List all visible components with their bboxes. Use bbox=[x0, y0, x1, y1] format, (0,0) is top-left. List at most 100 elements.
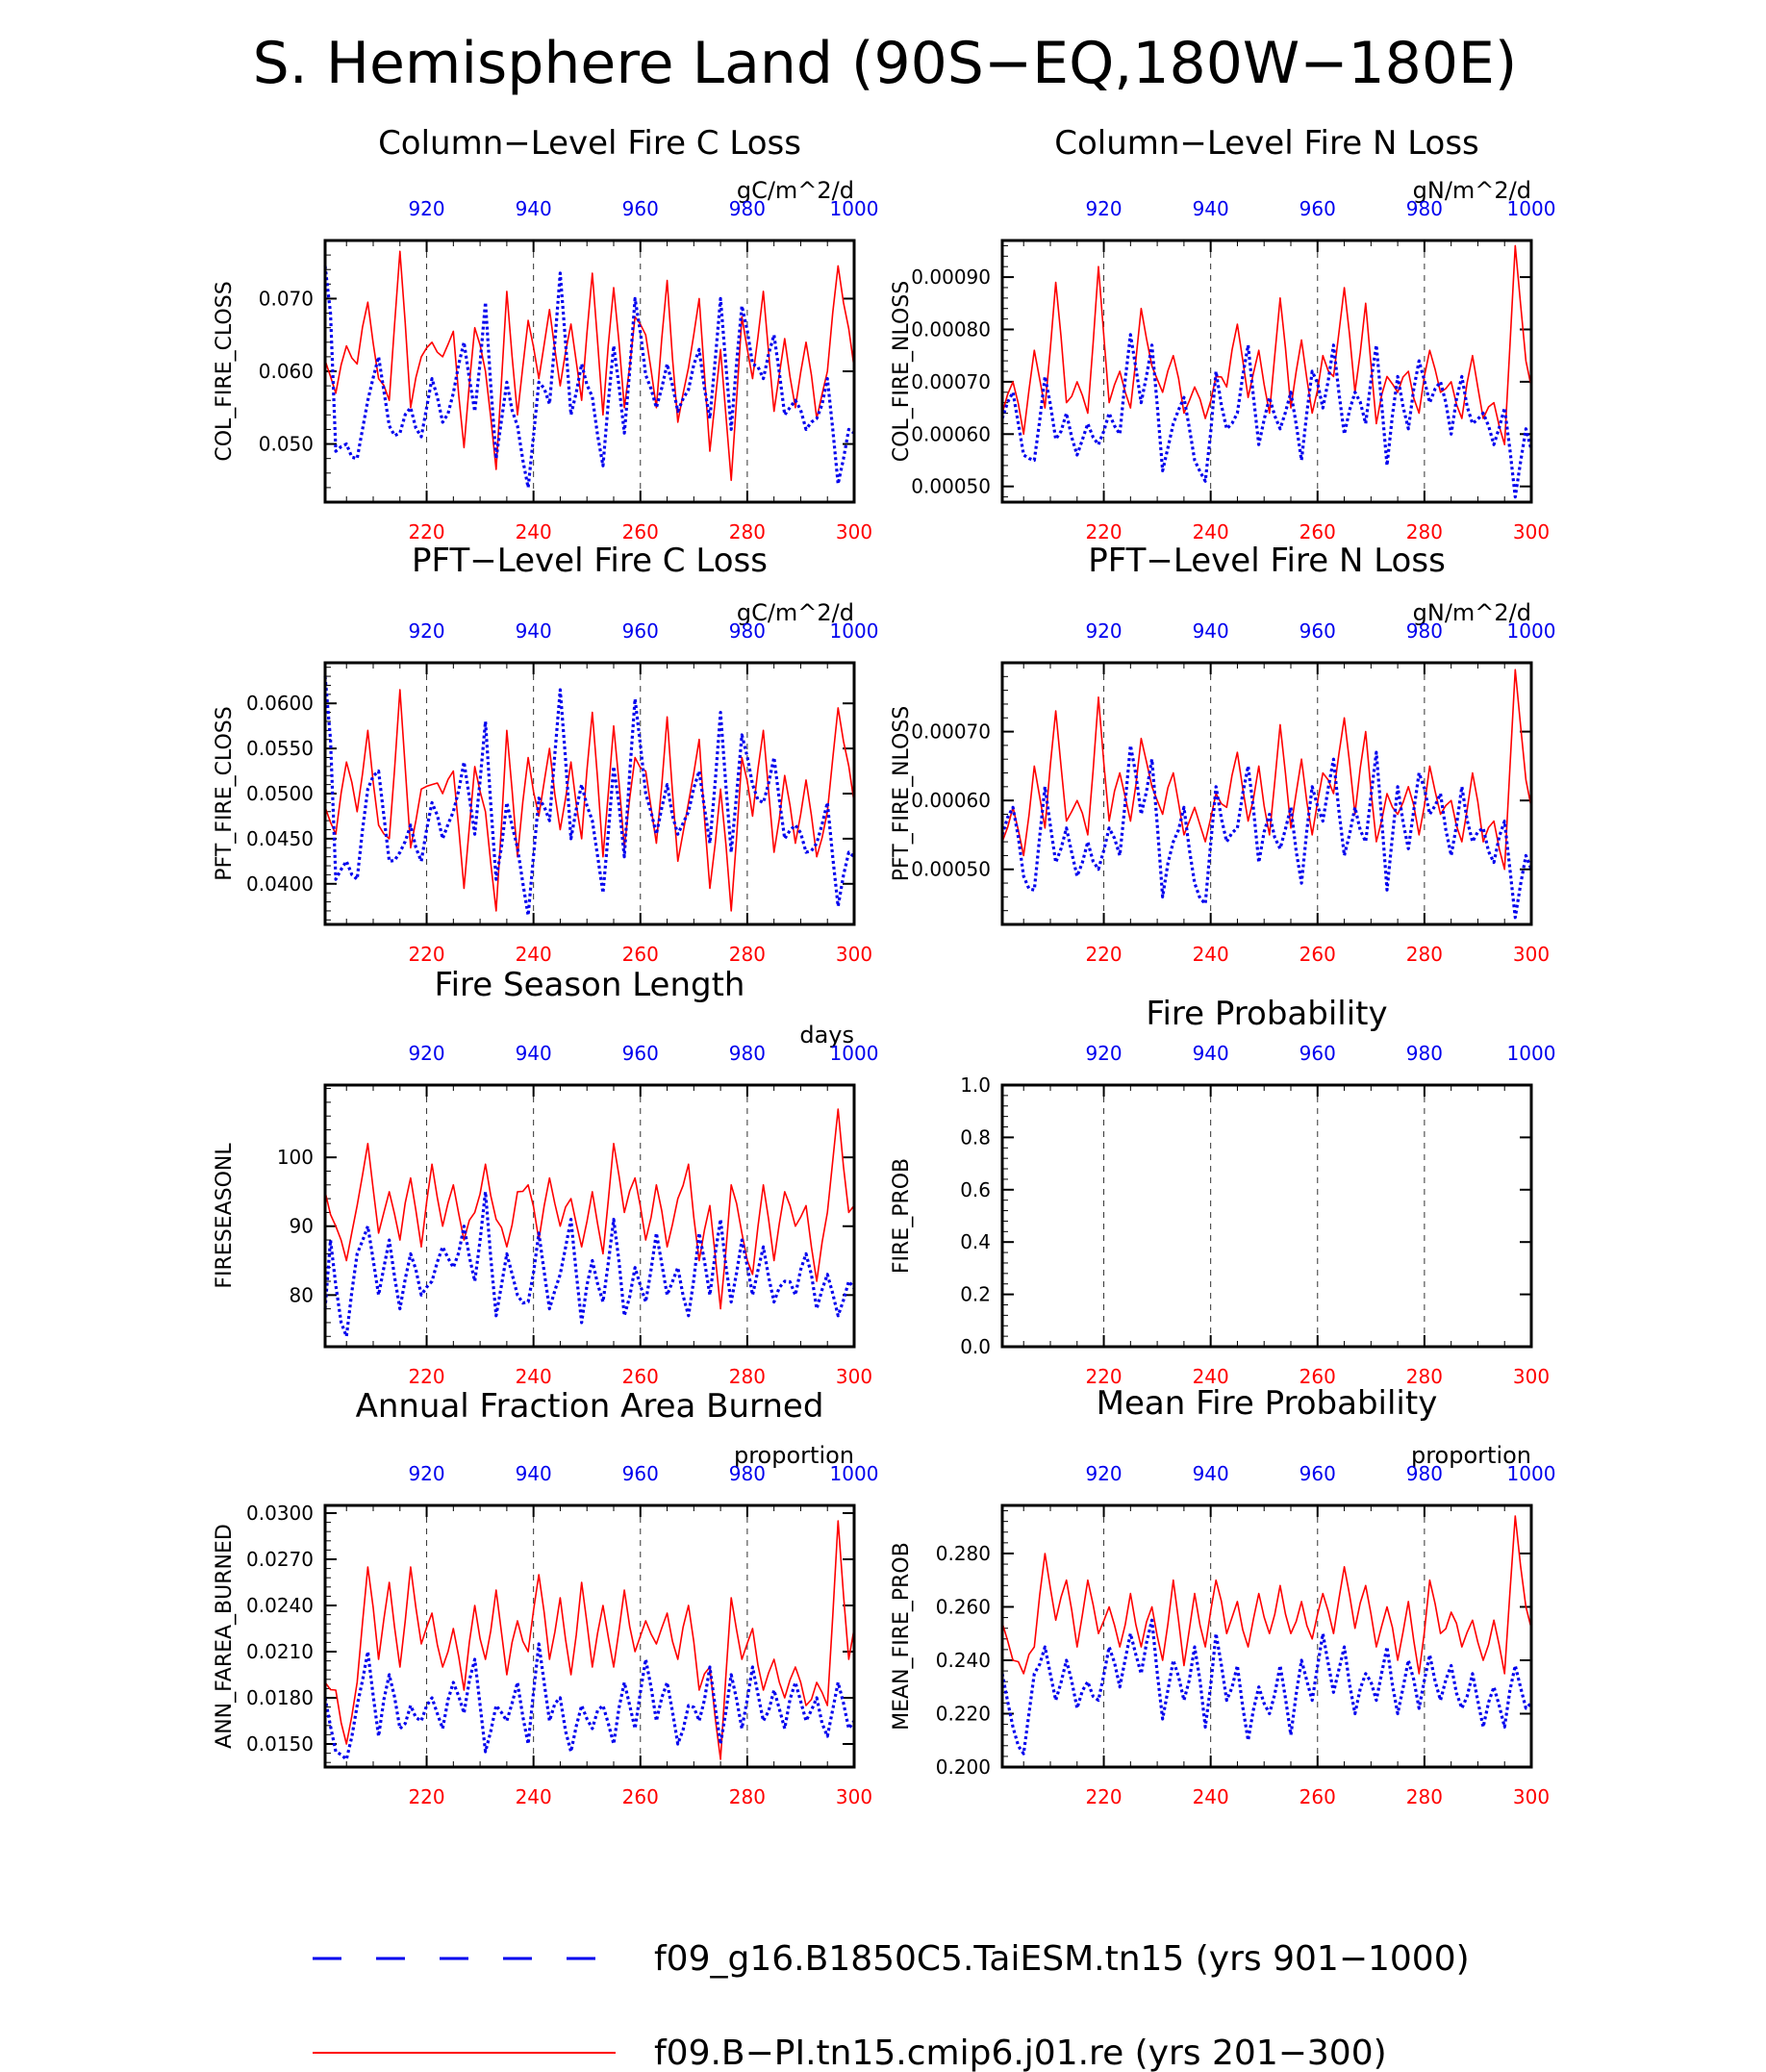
x-tick-label-top: 940 bbox=[1193, 619, 1229, 643]
y-tick-label: 0.0270 bbox=[246, 1548, 314, 1571]
y-tick-label: 0.00060 bbox=[911, 789, 991, 812]
y-tick-label: 0.00070 bbox=[911, 370, 991, 393]
series-line-blue bbox=[323, 1190, 856, 1338]
x-tick-label-bottom: 240 bbox=[516, 943, 552, 966]
panel-5: Fire Season Length days FIRESEASONL 80 90 100… bbox=[213, 966, 878, 1388]
series-line-blue bbox=[323, 1642, 856, 1761]
x-tick-label-bottom: 280 bbox=[729, 1365, 766, 1388]
units-label: proportion bbox=[1411, 1442, 1531, 1469]
y-axis-label: MEAN_FIRE_PROB bbox=[890, 1542, 914, 1731]
y-tick-label: 0.0 bbox=[960, 1335, 991, 1358]
y-tick-label: 0.00090 bbox=[911, 265, 991, 289]
y-axis-label: FIRE_PROB bbox=[890, 1158, 914, 1274]
x-tick-label-top: 980 bbox=[1406, 1462, 1443, 1485]
x-tick-label-bottom: 280 bbox=[1406, 943, 1443, 966]
x-tick-label-top: 980 bbox=[729, 1462, 766, 1485]
x-tick-label-top: 980 bbox=[729, 1042, 766, 1065]
x-tick-label-top: 920 bbox=[408, 1042, 444, 1065]
plot-frame bbox=[323, 661, 856, 926]
x-tick-label-top: 960 bbox=[1299, 1462, 1336, 1485]
panel-title: Fire Season Length bbox=[435, 966, 745, 1004]
x-tick-label-top: 920 bbox=[408, 197, 444, 220]
series-line-red bbox=[324, 1520, 855, 1760]
x-tick-label-top: 940 bbox=[1193, 1042, 1229, 1065]
x-tick-label-top: 960 bbox=[1299, 619, 1336, 643]
plot-frame bbox=[1000, 1083, 1533, 1349]
x-tick-label-top: 940 bbox=[516, 197, 552, 220]
x-tick-label-top: 920 bbox=[408, 1462, 444, 1485]
y-tick-label: 0.00080 bbox=[911, 317, 991, 341]
y-tick-label: 100 bbox=[277, 1146, 314, 1169]
y-tick-label: 0.280 bbox=[936, 1542, 991, 1565]
units-label: days bbox=[799, 1022, 854, 1049]
x-tick-label-bottom: 300 bbox=[836, 943, 872, 966]
x-tick-label-bottom: 280 bbox=[729, 1785, 766, 1808]
x-tick-label-bottom: 260 bbox=[622, 1785, 659, 1808]
x-tick-label-bottom: 300 bbox=[836, 520, 872, 543]
y-tick-label: 0.260 bbox=[936, 1595, 991, 1618]
x-tick-label-bottom: 300 bbox=[1513, 520, 1550, 543]
plot-frame bbox=[323, 1083, 856, 1349]
x-tick-label-bottom: 280 bbox=[1406, 1785, 1443, 1808]
panels-container: Column−Level Fire C Loss gC/m^2/d COL_FIRE… bbox=[213, 124, 1555, 1808]
y-axis-label: PFT_FIRE_CLOSS bbox=[213, 706, 237, 880]
plot-frame bbox=[1000, 661, 1533, 926]
x-tick-label-bottom: 260 bbox=[1299, 1785, 1336, 1808]
y-tick-label: 0.0210 bbox=[246, 1640, 314, 1663]
x-tick-label-bottom: 220 bbox=[408, 1785, 444, 1808]
x-tick-label-top: 980 bbox=[729, 197, 766, 220]
x-tick-label-bottom: 240 bbox=[516, 520, 552, 543]
x-tick-label-bottom: 220 bbox=[408, 1365, 444, 1388]
x-tick-label-bottom: 300 bbox=[1513, 1365, 1550, 1388]
series-line-blue bbox=[1000, 744, 1533, 920]
y-tick-label: 0.0300 bbox=[246, 1502, 314, 1525]
page-title: S. Hemisphere Land (90S−EQ,180W−180E) bbox=[253, 30, 1518, 97]
x-tick-label-bottom: 260 bbox=[622, 520, 659, 543]
y-tick-label: 0.070 bbox=[259, 287, 314, 310]
y-tick-label: 0.8 bbox=[960, 1125, 991, 1149]
x-tick-label-bottom: 280 bbox=[1406, 1365, 1443, 1388]
y-tick-label: 0.200 bbox=[936, 1756, 991, 1779]
legend-blue-label: f09_g16.B1850C5.TaiESM.tn15 (yrs 901−100… bbox=[654, 1939, 1470, 1979]
x-tick-label-bottom: 220 bbox=[1085, 1785, 1122, 1808]
x-tick-label-top: 1000 bbox=[1507, 197, 1556, 220]
y-axis-label: FIRESEASONL bbox=[213, 1143, 237, 1289]
panel-title: Mean Fire Probability bbox=[1097, 1384, 1438, 1423]
series-line-blue bbox=[1000, 333, 1533, 499]
x-tick-label-bottom: 260 bbox=[622, 1365, 659, 1388]
x-tick-label-bottom: 240 bbox=[1193, 943, 1229, 966]
x-tick-label-bottom: 220 bbox=[408, 943, 444, 966]
x-tick-label-top: 960 bbox=[1299, 1042, 1336, 1065]
x-tick-label-top: 980 bbox=[1406, 197, 1443, 220]
panel-1: Column−Level Fire C Loss gC/m^2/d COL_FIRE… bbox=[213, 124, 878, 543]
panel-8: Mean Fire Probability proportion MEAN_FIRE… bbox=[890, 1384, 1555, 1808]
panel-title: Column−Level Fire N Loss bbox=[1054, 124, 1479, 163]
panel-title: PFT−Level Fire C Loss bbox=[412, 542, 768, 580]
y-tick-label: 0.050 bbox=[259, 433, 314, 456]
y-tick-label: 0.00050 bbox=[911, 858, 991, 881]
x-tick-label-top: 980 bbox=[729, 619, 766, 643]
x-tick-label-top: 940 bbox=[516, 1042, 552, 1065]
plot-frame bbox=[323, 1503, 856, 1769]
x-tick-label-bottom: 240 bbox=[516, 1785, 552, 1808]
plot-frame bbox=[1000, 1503, 1533, 1769]
y-tick-label: 0.0240 bbox=[246, 1594, 314, 1617]
x-tick-label-bottom: 300 bbox=[836, 1365, 872, 1388]
x-tick-label-bottom: 240 bbox=[1193, 520, 1229, 543]
x-tick-label-top: 1000 bbox=[830, 197, 879, 220]
series-line-red bbox=[1001, 1515, 1532, 1675]
x-tick-label-top: 980 bbox=[1406, 619, 1443, 643]
x-tick-label-bottom: 220 bbox=[408, 520, 444, 543]
y-tick-label: 0.2 bbox=[960, 1283, 991, 1306]
x-tick-label-bottom: 280 bbox=[1406, 520, 1443, 543]
series-line-blue bbox=[1000, 1618, 1533, 1756]
x-tick-label-bottom: 240 bbox=[516, 1365, 552, 1388]
x-tick-label-top: 1000 bbox=[830, 1462, 879, 1485]
x-tick-label-bottom: 260 bbox=[1299, 1365, 1336, 1388]
y-tick-label: 0.6 bbox=[960, 1178, 991, 1201]
panel-3: PFT−Level Fire C Loss gC/m^2/d PFT_FIRE_CL… bbox=[213, 542, 878, 966]
legend-red-label: f09.B−PI.tn15.cmip6.j01.re (yrs 201−300) bbox=[654, 2034, 1387, 2072]
legend: f09_g16.B1850C5.TaiESM.tn15 (yrs 901−100… bbox=[313, 1939, 1470, 2072]
